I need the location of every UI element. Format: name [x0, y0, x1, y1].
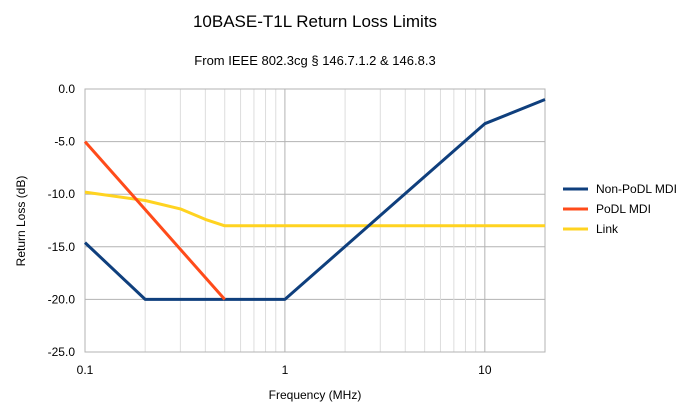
series-line-non-podl-mdi	[83, 98, 546, 301]
y-tick-labels: 0.0 -5.0 -10.0 -15.0 -20.0 -25.0	[48, 82, 76, 359]
legend-label: PoDL MDI	[596, 202, 651, 216]
y-tick-label: -10.0	[48, 187, 76, 201]
y-tick-label: 0.0	[58, 82, 75, 96]
x-tick-labels: 0.1 1 10	[77, 363, 492, 377]
chart-title: 10BASE-T1L Return Loss Limits	[193, 12, 437, 31]
x-tick-label: 0.1	[77, 363, 94, 377]
chart-subtitle: From IEEE 802.3cg § 146.7.1.2 & 146.8.3	[194, 53, 435, 68]
legend: Non-PoDL MDI PoDL MDI Link	[563, 182, 677, 236]
y-tick-label: -15.0	[48, 240, 76, 254]
x-tick-label: 1	[282, 363, 289, 377]
x-axis-label: Frequency (MHz)	[269, 388, 362, 402]
y-tick-label: -5.0	[54, 135, 75, 149]
plot-area-border	[84, 88, 546, 353]
y-tick-label: -20.0	[48, 292, 76, 306]
series-line-link	[84, 190, 545, 228]
legend-label: Link	[596, 222, 619, 236]
x-tick-label: 10	[478, 363, 492, 377]
y-axis-label: Return Loss (dB)	[14, 176, 28, 267]
series-line-podl-mdi	[83, 140, 226, 301]
legend-label: Non-PoDL MDI	[596, 182, 677, 196]
y-tick-label: -25.0	[48, 345, 76, 359]
series-lines	[83, 98, 546, 301]
